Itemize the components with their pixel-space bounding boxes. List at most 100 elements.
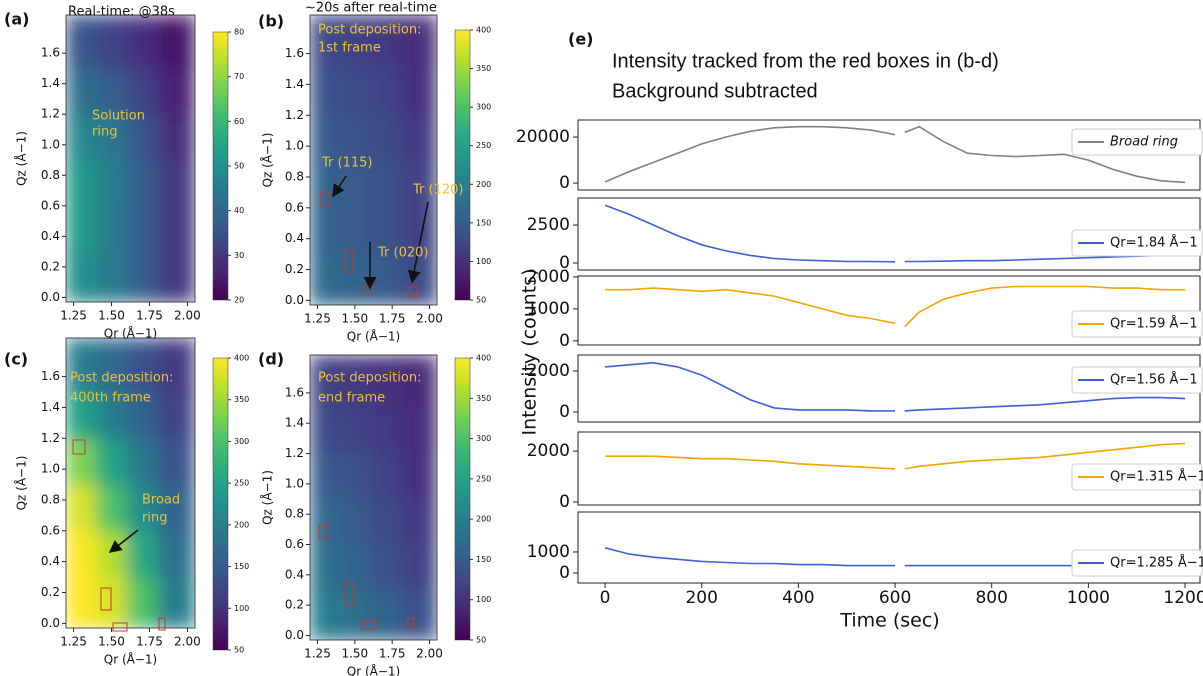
heat-cell	[399, 161, 437, 209]
annotation: end frame	[318, 391, 385, 406]
legend-label: Qr=1.84 Å−1	[1110, 235, 1198, 251]
y-tick-label: 2500	[527, 215, 570, 235]
x-tick-label: 1.75	[136, 635, 163, 649]
heat-cell	[310, 15, 341, 70]
y-tick-label: 0.6	[285, 537, 304, 551]
plot-frame	[309, 14, 438, 306]
y-tick-label: 1000	[527, 542, 570, 562]
x-axis-label: Qr (Å−1)	[104, 652, 157, 667]
y-tick-label: 1.6	[41, 46, 60, 60]
y-tick-label: 2000	[527, 441, 570, 461]
x-tick-label: 600	[879, 588, 911, 608]
colorbar-tick-label: 150	[476, 218, 491, 227]
y-tick-label: 0.0	[41, 616, 60, 630]
legend-label: Qr=1.315 Å−1	[1110, 469, 1203, 485]
colorbar-tick-label: 50	[476, 296, 486, 305]
y-tick-label: 0.4	[285, 567, 304, 581]
heat-cell	[96, 205, 128, 253]
panel-label: (e)	[568, 30, 593, 49]
y-tick-label: 0.4	[41, 554, 60, 568]
y-tick-label: 1.0	[285, 139, 304, 153]
heat-cell	[157, 68, 195, 115]
x-axis-label: Qr (Å−1)	[104, 326, 157, 341]
y-tick-label: 1.2	[41, 107, 60, 121]
red-box	[100, 587, 112, 611]
annotation: 400th frame	[70, 391, 151, 406]
heat-cell	[399, 254, 437, 305]
heat-cell	[96, 484, 128, 532]
heat-cell	[339, 207, 371, 255]
heat-cell	[66, 484, 97, 532]
heat-cell	[369, 207, 401, 255]
heat-cell	[96, 438, 128, 486]
heat-cell	[126, 577, 158, 628]
heat-cell	[399, 355, 437, 409]
heat-cell	[339, 254, 371, 305]
chart-subtitle: Background subtracted	[612, 80, 818, 102]
panel-label: (b)	[258, 12, 284, 31]
heat-cell	[399, 544, 437, 591]
plot-frame	[309, 354, 438, 641]
heat-cell	[66, 338, 97, 393]
series-line	[605, 442, 1186, 470]
heat-cell	[96, 160, 128, 207]
y-tick-label: 1.6	[285, 46, 304, 60]
heat-cell	[157, 484, 195, 532]
panel-label: (a)	[4, 10, 29, 29]
heat-cell	[399, 68, 437, 116]
series-line	[604, 125, 1186, 184]
y-tick-label: 0.0	[41, 290, 60, 304]
colorbar-tick-label: 150	[234, 562, 249, 571]
colorbar-tick-label: 60	[234, 117, 244, 126]
heat-cell	[369, 68, 401, 116]
heat-cell	[157, 114, 195, 161]
y-tick-label: 1.2	[285, 108, 304, 122]
y-tick-label: 1.0	[41, 462, 60, 476]
heat-cell	[369, 15, 401, 70]
colorbar-tick-label: 40	[234, 206, 244, 215]
x-axis-label: Qr (Å−1)	[347, 664, 400, 676]
red-box	[158, 617, 166, 631]
x-tick-label: 1.50	[98, 635, 125, 649]
colorbar-tick-label: 350	[234, 395, 249, 404]
x-tick-label: 1000	[1067, 588, 1110, 608]
heat-cell	[66, 438, 97, 486]
heat-cell	[126, 68, 158, 115]
x-tick-label: 1.50	[341, 312, 368, 326]
heat-cell	[126, 338, 158, 393]
heat-cells	[310, 355, 437, 640]
heat-cell	[126, 205, 158, 253]
series-line	[605, 361, 1186, 412]
x-tick-label: 200	[685, 588, 717, 608]
annotation: Post deposition:	[70, 371, 173, 386]
heat-cell	[369, 254, 401, 305]
heat-cell	[339, 115, 371, 163]
y-axis-label: Qz (Å−1)	[260, 133, 275, 188]
heat-cell	[157, 251, 195, 302]
x-tick-label: 1.75	[379, 312, 406, 326]
heat-cell	[126, 530, 158, 578]
y-tick-label: 0	[559, 331, 570, 351]
legend-label: Qr=1.59 Å−1	[1110, 316, 1198, 332]
series-line	[605, 285, 1185, 328]
colorbar-tick-label: 50	[234, 646, 244, 655]
y-tick-label: 0.8	[41, 492, 60, 506]
heat-cell	[369, 161, 401, 209]
y-axis-label: Qz (Å−1)	[260, 470, 275, 525]
legend-box	[1071, 128, 1203, 156]
colorbar-tick-label: 100	[476, 595, 491, 604]
y-tick-label: 1.6	[285, 385, 304, 399]
colorbar	[454, 29, 471, 301]
y-tick-label: 0.0	[285, 293, 304, 307]
red-box	[407, 617, 415, 629]
y-tick-label: 1000	[527, 299, 570, 319]
x-tick-label: 2.00	[416, 312, 443, 326]
red-box	[320, 191, 330, 207]
plot-frame	[65, 14, 196, 303]
heat-cell	[96, 114, 128, 161]
heat-cell	[339, 15, 371, 70]
subplot-frame	[577, 275, 1201, 346]
y-tick-label: 0.4	[285, 231, 304, 245]
colorbar	[454, 357, 471, 641]
x-tick-label: 2.00	[174, 635, 201, 649]
